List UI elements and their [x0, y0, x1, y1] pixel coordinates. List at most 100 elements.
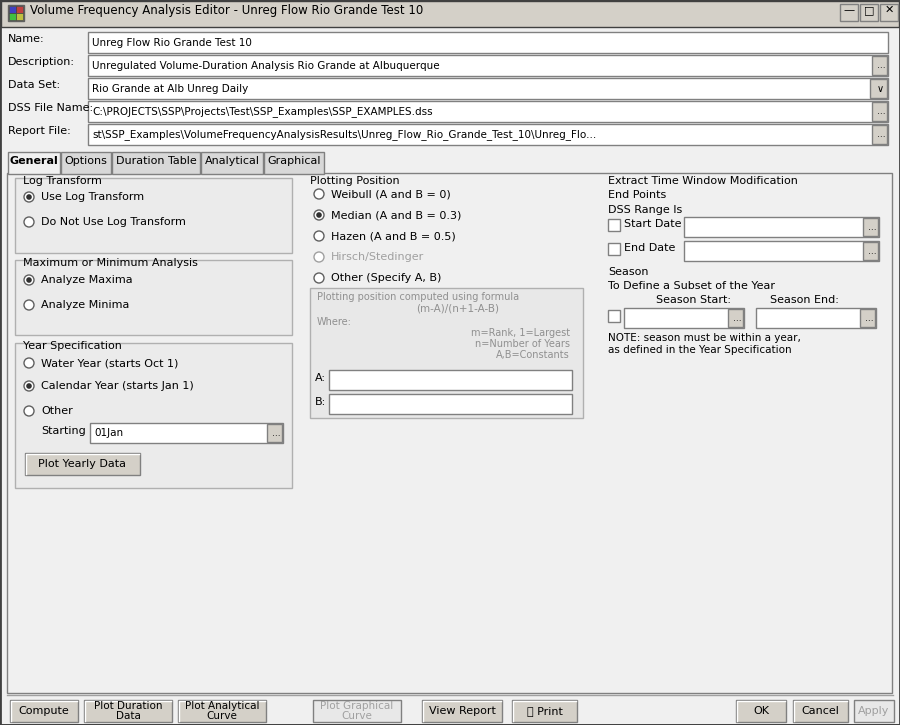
Text: ...: ...	[272, 428, 280, 437]
Text: View Report: View Report	[428, 706, 495, 716]
Bar	[840, 4, 858, 21]
Bar	[854, 700, 894, 722]
Bar	[728, 309, 743, 327]
Text: Duration Table: Duration Table	[115, 156, 196, 166]
Circle shape	[24, 381, 34, 391]
Text: (m-A)/(n+1-A-B): (m-A)/(n+1-A-B)	[416, 303, 499, 313]
Text: C:\PROJECTS\SSP\Projects\Test\SSP_Examples\SSP_EXAMPLES.dss: C:\PROJECTS\SSP\Projects\Test\SSP_Exampl…	[92, 106, 433, 117]
Circle shape	[26, 384, 32, 389]
Text: ✕: ✕	[885, 5, 894, 15]
Text: ...: ...	[865, 313, 873, 323]
Text: □: □	[864, 5, 874, 15]
Bar	[608, 219, 620, 231]
Bar	[608, 310, 620, 322]
Bar	[84, 700, 172, 722]
Bar	[860, 309, 875, 327]
Text: ...: ...	[868, 247, 877, 255]
Text: Season End:: Season End:	[770, 295, 839, 305]
Text: ...: ...	[868, 223, 877, 231]
Bar	[8, 5, 24, 21]
Text: General: General	[10, 156, 59, 166]
Text: Maximum or Minimum Analysis: Maximum or Minimum Analysis	[23, 258, 198, 268]
Text: Do Not Use Log Transform: Do Not Use Log Transform	[41, 217, 186, 227]
Bar	[736, 700, 786, 722]
Bar	[112, 152, 200, 174]
Bar	[9, 6, 16, 13]
Text: m=Rank, 1=Largest: m=Rank, 1=Largest	[471, 328, 570, 338]
Text: Analytical: Analytical	[204, 156, 259, 166]
Text: Options: Options	[65, 156, 107, 166]
Circle shape	[24, 300, 34, 310]
Text: B:: B:	[315, 397, 326, 407]
Text: ...: ...	[877, 61, 886, 70]
Text: Compute: Compute	[19, 706, 69, 716]
Text: Plotting position computed using formula: Plotting position computed using formula	[317, 292, 519, 302]
Text: End Points: End Points	[608, 190, 666, 200]
Text: Season Start:: Season Start:	[656, 295, 731, 305]
Text: Description:: Description:	[8, 57, 75, 67]
Text: Plot Analytical: Plot Analytical	[184, 701, 259, 711]
Circle shape	[26, 277, 32, 283]
Text: Where:: Where:	[317, 317, 352, 327]
Text: End Date: End Date	[624, 243, 675, 253]
Bar	[25, 453, 140, 475]
Text: Curve: Curve	[207, 711, 238, 721]
Bar	[267, 424, 282, 442]
Text: NOTE: season must be within a year,: NOTE: season must be within a year,	[608, 333, 801, 343]
Text: Analyze Maxima: Analyze Maxima	[41, 275, 132, 285]
Bar	[1, 1, 899, 27]
Bar	[863, 242, 878, 260]
Text: Log Transform: Log Transform	[23, 176, 102, 186]
Text: DSS File Name:: DSS File Name:	[8, 103, 93, 113]
Text: ...: ...	[877, 107, 886, 116]
Circle shape	[24, 358, 34, 368]
Text: Cancel: Cancel	[802, 706, 840, 716]
Circle shape	[24, 406, 34, 416]
Bar	[329, 394, 572, 414]
Text: Graphical: Graphical	[267, 156, 320, 166]
Bar	[313, 700, 401, 722]
Text: Calendar Year (starts Jan 1): Calendar Year (starts Jan 1)	[41, 381, 194, 391]
Bar	[684, 241, 879, 261]
Text: Plot Graphical: Plot Graphical	[320, 701, 393, 711]
Text: Rio Grande at Alb Unreg Daily: Rio Grande at Alb Unreg Daily	[92, 83, 248, 94]
Bar	[863, 218, 878, 236]
Text: st\SSP_Examples\VolumeFrequencyAnalysisResults\Unreg_Flow_Rio_Grande_Test_10\Unr: st\SSP_Examples\VolumeFrequencyAnalysisR…	[92, 129, 596, 140]
Text: Plot Yearly Data: Plot Yearly Data	[39, 459, 127, 469]
Text: Report File:: Report File:	[8, 126, 71, 136]
Text: Volume Frequency Analysis Editor - Unreg Flow Rio Grande Test 10: Volume Frequency Analysis Editor - Unreg…	[30, 4, 423, 17]
Text: n=Number of Years: n=Number of Years	[475, 339, 570, 349]
Text: Other: Other	[41, 406, 73, 416]
Text: Hirsch/Stedinger: Hirsch/Stedinger	[331, 252, 424, 262]
Text: Season: Season	[608, 267, 649, 277]
Bar	[10, 700, 78, 722]
Text: Use Log Transform: Use Log Transform	[41, 192, 144, 202]
Text: as defined in the Year Specification: as defined in the Year Specification	[608, 345, 792, 355]
Bar	[88, 78, 888, 99]
Circle shape	[314, 210, 324, 220]
Bar	[870, 79, 887, 98]
Circle shape	[24, 217, 34, 227]
Text: Weibull (A and B = 0): Weibull (A and B = 0)	[331, 189, 451, 199]
Bar	[90, 423, 283, 443]
Bar	[608, 243, 620, 255]
Text: Year Specification: Year Specification	[23, 341, 122, 351]
Text: Start Date: Start Date	[624, 219, 681, 229]
Bar	[88, 55, 888, 76]
Bar	[512, 700, 577, 722]
Circle shape	[314, 231, 324, 241]
Bar	[793, 700, 848, 722]
Bar	[872, 56, 887, 75]
Text: Unreg Flow Rio Grande Test 10: Unreg Flow Rio Grande Test 10	[92, 38, 252, 48]
Circle shape	[26, 194, 32, 200]
Text: Starting: Starting	[41, 426, 86, 436]
Bar	[872, 125, 887, 144]
Bar	[178, 700, 266, 722]
Bar	[264, 152, 324, 174]
Bar	[7, 695, 893, 724]
Text: OK: OK	[753, 706, 769, 716]
Circle shape	[314, 189, 324, 199]
Bar	[61, 152, 111, 174]
Text: ...: ...	[877, 130, 886, 139]
Bar	[329, 370, 572, 390]
